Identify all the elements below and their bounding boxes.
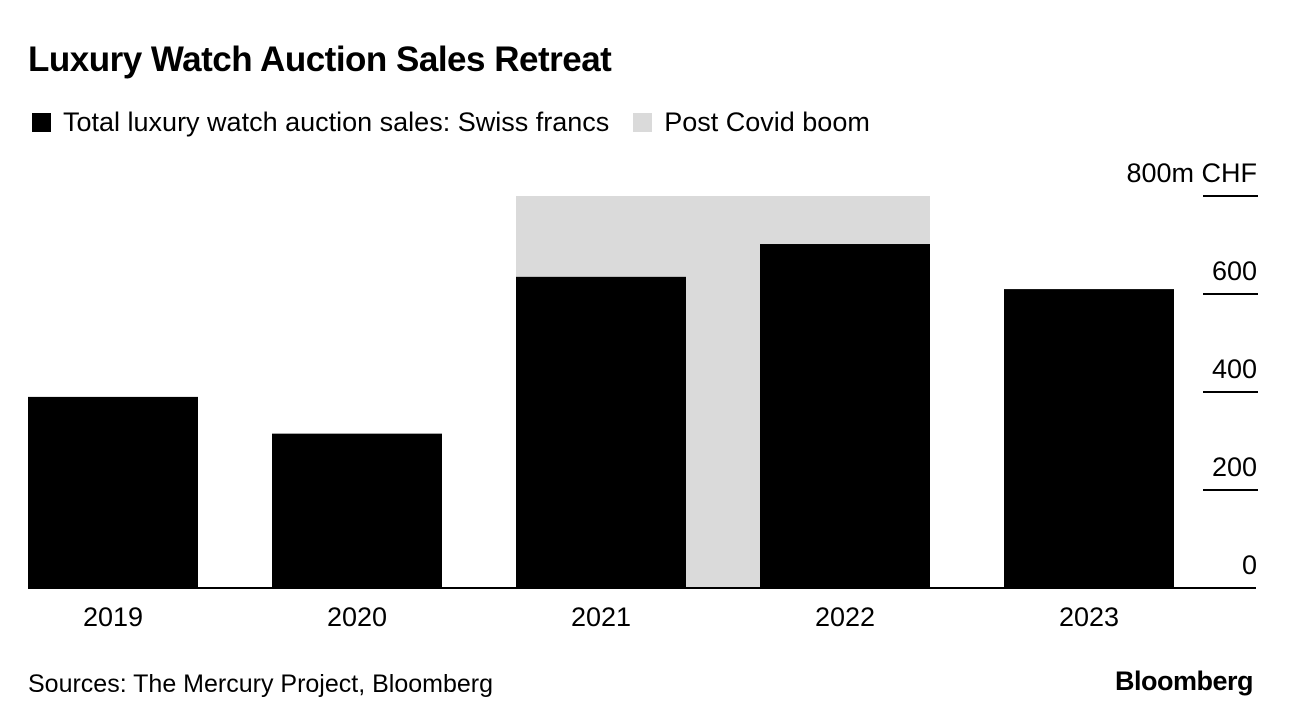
legend-item-post-covid-boom: Post Covid boom [633,107,870,138]
x-tick-label-2020: 2020 [327,602,387,632]
source-note: Sources: The Mercury Project, Bloomberg [28,670,494,698]
bar-2021 [516,276,686,588]
y-tick-label-800: 800m CHF [1126,158,1257,188]
bar-2023 [1004,289,1174,588]
x-tick-label-2023: 2023 [1059,602,1119,632]
legend-swatch-sales [32,112,51,132]
bar-2022 [760,244,930,588]
y-tick-label-400: 400 [1212,354,1257,384]
y-tick-label-200: 200 [1212,452,1257,482]
x-tick-label-2022: 2022 [815,602,875,632]
bar-2020 [272,433,442,588]
x-tick-label-2019: 2019 [83,602,143,632]
chart-title: Luxury Watch Auction Sales Retreat [28,40,612,79]
y-tick-label-0: 0 [1242,550,1257,580]
legend-label-post-covid-boom: Post Covid boom [664,106,870,137]
legend-label-sales: Total luxury watch auction sales: Swiss … [63,106,610,137]
legend-swatch-post-covid-boom [633,112,653,132]
bar-2019 [28,396,198,588]
bloomberg-logo: Bloomberg [1114,666,1254,696]
y-tick-label-600: 600 [1212,256,1257,286]
x-tick-label-2021: 2021 [571,602,631,632]
legend-item-sales: Total luxury watch auction sales: Swiss … [32,107,609,138]
legend: Total luxury watch auction sales: Swiss … [32,106,894,138]
